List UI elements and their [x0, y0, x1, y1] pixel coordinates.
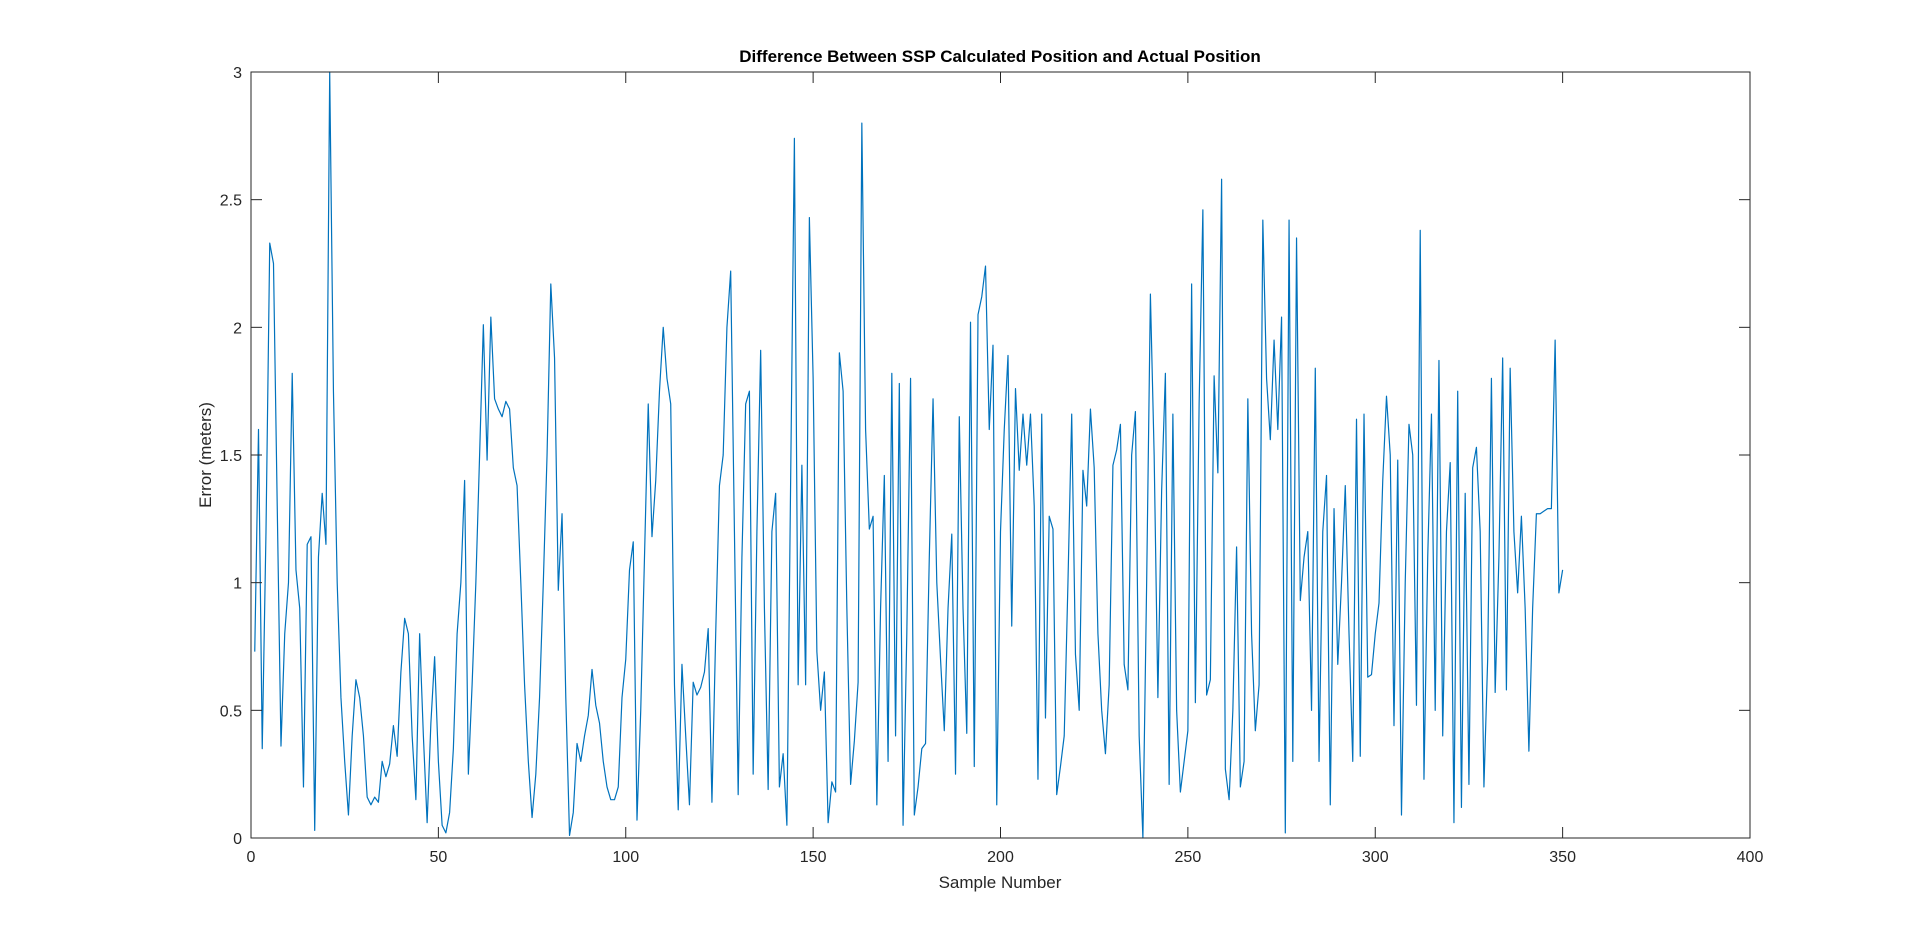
- x-tick-label: 400: [1737, 849, 1764, 866]
- x-tick-label: 250: [1175, 849, 1202, 866]
- x-axis-label: Sample Number: [939, 873, 1062, 892]
- plot-area: [251, 72, 1750, 838]
- x-tick-label: 300: [1362, 849, 1389, 866]
- y-tick-label: 0: [233, 831, 242, 848]
- series-line-0: [254, 71, 1564, 839]
- y-axis-ticks: 0 0.5 1 1.5 2 2.5 3: [220, 65, 1750, 848]
- chart-title: Difference Between SSP Calculated Positi…: [739, 47, 1260, 66]
- x-tick-label: 200: [987, 849, 1014, 866]
- x-tick-label: 150: [800, 849, 827, 866]
- y-tick-label: 2.5: [220, 193, 242, 210]
- y-axis-label: Error (meters): [196, 402, 215, 508]
- x-tick-label: 100: [612, 849, 639, 866]
- y-tick-label: 1.5: [220, 448, 242, 465]
- y-tick-label: 3: [233, 65, 242, 82]
- x-tick-label: 50: [429, 849, 447, 866]
- x-tick-label: 0: [247, 849, 256, 866]
- x-tick-label: 350: [1549, 849, 1576, 866]
- y-tick-label: 2: [233, 320, 242, 337]
- y-tick-label: 1: [233, 576, 242, 593]
- y-tick-label: 0.5: [220, 703, 242, 720]
- x-axis-ticks: 0 50 100 150 200 250 300 350 400: [247, 72, 1764, 866]
- data-layer: [254, 71, 1564, 839]
